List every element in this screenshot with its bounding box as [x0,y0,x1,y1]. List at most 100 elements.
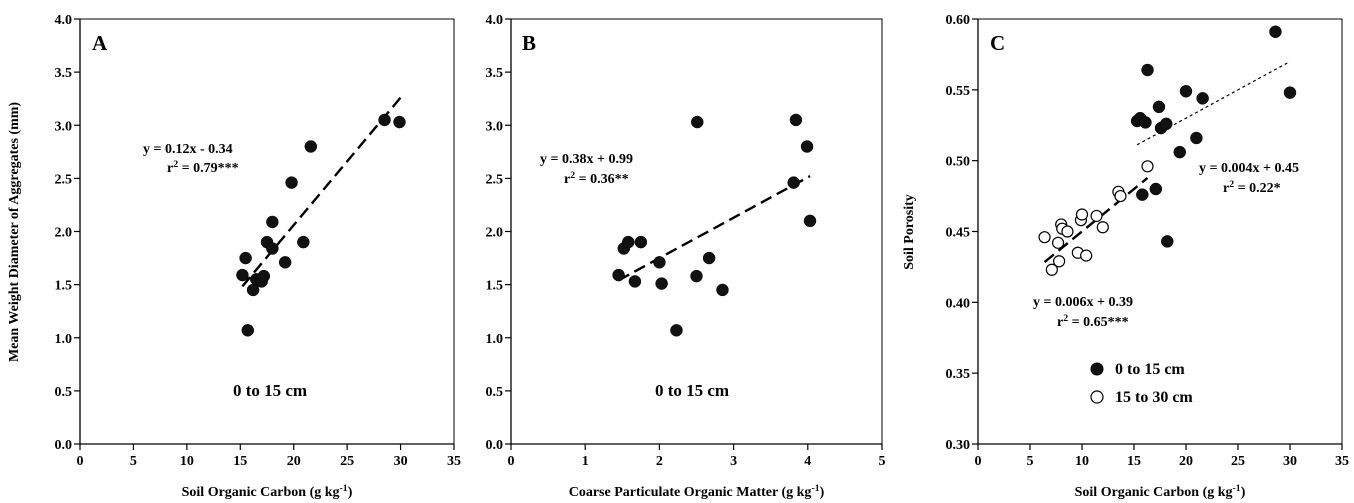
data-point [1114,189,1127,203]
x-tick-label: 15 [1127,454,1141,469]
x-tick-label: 5 [879,454,886,469]
y-tick-label: 3.5 [55,66,73,81]
data-point [628,275,642,288]
panel-label: B [522,31,536,55]
y-tick-label: 2.5 [55,172,73,187]
y-tick-label: 0.0 [55,438,73,453]
x-tick-label: 35 [1335,454,1349,469]
data-point [1283,86,1297,99]
x-tick-label: 10 [180,454,194,469]
data-point [297,235,310,249]
data-point [241,324,255,337]
x-tick-label: 20 [1179,454,1193,469]
x-tick-label: 25 [340,454,354,469]
y-tick-label: 0.5 [486,385,504,400]
equation-label: r2 = 0.22* [1223,179,1281,197]
y-tick-label: 1.0 [486,332,504,347]
data-point [1190,131,1203,145]
y-tick-label: 1.0 [55,332,73,347]
data-point [716,283,729,297]
equation-label: y = 0.12x - 0.34 [143,142,233,157]
legend-label: 0 to 15 cm [1115,361,1185,378]
regression-line [1043,177,1149,264]
y-tick-label: 0.50 [946,155,971,170]
y-tick-label: 0.60 [946,13,971,28]
equation-label: y = 0.004x + 0.45 [1199,161,1299,176]
data-point [1136,188,1149,201]
depth-label: 0 to 15 cm [233,381,307,400]
equation-label: y = 0.006x + 0.39 [1033,295,1133,310]
data-point [278,256,292,269]
data-point [1139,116,1152,129]
data-point [236,268,249,282]
x-tick-label: 10 [1075,454,1089,469]
y-tick-label: 0.0 [486,438,504,453]
y-axis-title: Mean Weight Diameter of Aggregates (mm) [7,102,22,362]
x-tick-label: 2 [656,454,663,469]
x-tick-label: 0 [77,454,84,469]
regression-line [618,175,811,282]
y-tick-label: 1.5 [486,279,504,294]
y-tick-label: 2.0 [55,226,73,241]
data-point [1196,92,1209,105]
regression-line [241,96,402,288]
data-point [1096,221,1109,234]
data-point [239,251,252,265]
data-point [285,176,298,189]
data-point [670,324,683,337]
data-point [787,176,800,189]
x-tick-label: 35 [447,454,461,469]
data-point [1269,25,1282,38]
data-point [1051,236,1065,249]
x-axis-title: Coarse Particulate Organic Matter (g kg-… [569,483,825,501]
x-tick-label: 5 [130,454,137,469]
data-point [1090,209,1103,223]
data-point [612,268,625,282]
data-point [257,269,271,283]
equation-label: r2 = 0.36** [564,170,629,188]
y-tick-label: 0.55 [946,84,971,99]
data-point [702,251,716,265]
x-axis-title: Soil Organic Carbon (g kg-1) [1075,483,1246,501]
x-tick-label: 15 [233,454,247,469]
y-tick-label: 0.30 [946,438,971,453]
x-tick-label: 5 [1027,454,1034,469]
data-point [655,277,668,290]
data-point [1061,225,1074,238]
x-tick-label: 30 [1283,454,1297,469]
x-axis-title: Soil Organic Carbon (g kg-1) [182,483,353,501]
data-point [1141,63,1154,77]
legend-marker [1090,362,1104,376]
data-point [266,242,279,255]
panel-b: 0 1 2 3 4 5 0.0 0.5 1.0 1.5 2.0 2.5 3.0 3.5 4.0 Coarse … [486,13,886,500]
data-point [378,113,391,127]
y-tick-label: 1.5 [55,279,73,294]
data-point [1152,100,1166,114]
equation-label: y = 0.38x + 0.99 [540,152,633,167]
y-tick-label: 3.0 [55,119,73,134]
data-point [800,140,814,153]
data-point [1149,182,1163,196]
y-tick-label: 2.5 [486,172,504,187]
plot-frame [977,18,1343,445]
data-point [634,235,648,249]
y-tick-label: 0.40 [946,296,971,311]
regression-line [1136,60,1291,146]
x-tick-label: 4 [804,454,811,469]
data-point [393,115,406,129]
data-point [1161,235,1174,248]
x-tick-label: 20 [287,454,301,469]
data-point [1179,85,1193,98]
y-tick-label: 0.45 [946,226,971,241]
data-point [690,115,704,129]
x-tick-label: 1 [582,454,589,469]
data-point [1045,263,1058,276]
x-tick-label: 3 [730,454,737,469]
panel-label: A [92,31,108,55]
data-point [690,269,703,283]
data-point [1080,249,1093,262]
data-point [803,214,817,228]
y-tick-label: 0.35 [946,367,971,382]
